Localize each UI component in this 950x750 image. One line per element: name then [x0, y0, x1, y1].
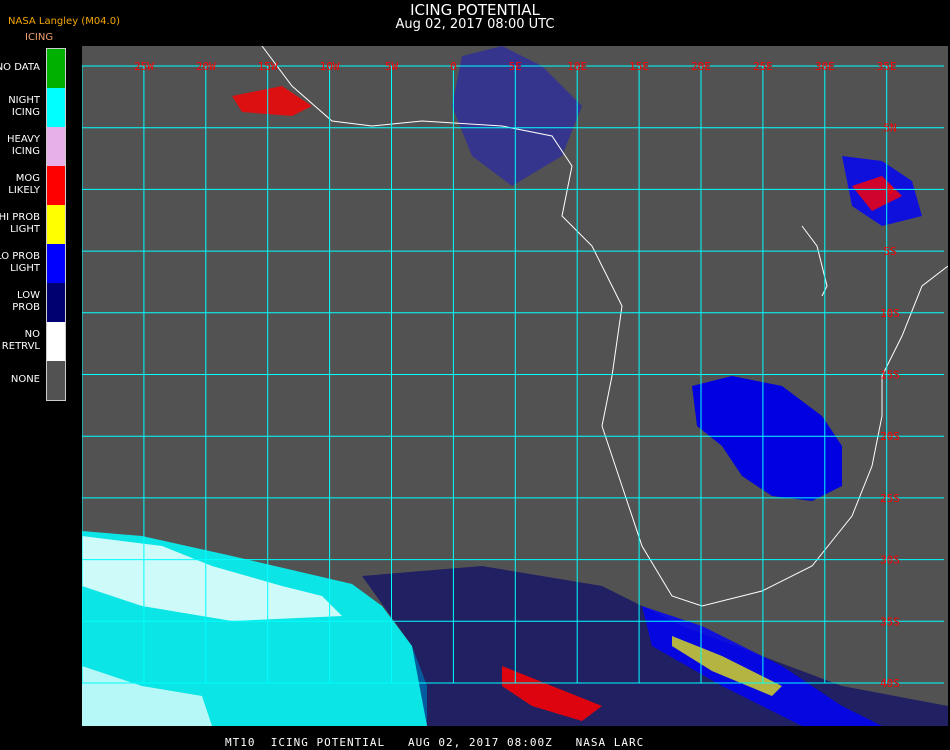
longitude-label: 10E — [567, 60, 587, 73]
legend-swatch — [47, 244, 65, 283]
latitude-label: 35S — [880, 615, 900, 628]
longitude-label: 15E — [629, 60, 649, 73]
footer-caption: MT10 ICING POTENTIAL AUG 02, 2017 08:00Z… — [225, 736, 645, 749]
legend-label: NO RETRVL — [1, 329, 40, 352]
legend-label: NIGHT ICING — [8, 95, 40, 118]
latitude-label: 10S — [880, 307, 900, 320]
legend-label: HI PROB LIGHT — [0, 212, 40, 235]
longitude-label: 35E — [877, 60, 897, 73]
lo-prob-light-region — [692, 376, 842, 501]
organization-label: NASA Langley (M04.0) — [8, 16, 120, 27]
legend-swatch — [47, 166, 65, 205]
legend-swatch — [47, 361, 65, 400]
no-retrieval-region — [82, 536, 342, 621]
legend-swatch — [47, 205, 65, 244]
longitude-label: 25E — [753, 60, 773, 73]
latitude-label: 30S — [880, 554, 900, 567]
legend-swatch — [47, 127, 65, 166]
map-title: ICING POTENTIAL — [410, 1, 540, 19]
map-canvas: 25W 20W 15W 10W 5W 0 5E 10E 15E 20E 25E 30E 35E 5N 0 5S… — [81, 45, 950, 726]
imagery-layer — [82, 45, 949, 726]
lake-outline — [801, 225, 828, 297]
no-retrieval-region — [82, 666, 212, 726]
longitude-label: 5E — [509, 60, 522, 73]
latitude-label: 5N — [883, 122, 896, 135]
lo-prob-light-region — [452, 46, 582, 186]
mog-region — [502, 666, 602, 721]
legend-swatch — [47, 322, 65, 361]
legend-label: NONE — [10, 374, 40, 385]
legend-label: LO PROB LIGHT — [0, 251, 40, 274]
legend-swatch — [47, 88, 65, 127]
legend-label: MOG LIKELY — [8, 173, 40, 196]
lo-prob-light-region — [642, 606, 882, 726]
latitude-label: 20S — [880, 430, 900, 443]
longitude-label: 20E — [691, 60, 711, 73]
latitude-label: 5S — [883, 245, 896, 258]
lat-lon-grid: 25W 20W 15W 10W 5W 0 5E 10E 15E 20E 25E 30E 35E 5N 0 5S… — [81, 60, 950, 690]
longitude-label: 0 — [450, 60, 457, 73]
longitude-label: 15W — [258, 60, 278, 73]
longitude-label: 5W — [385, 60, 399, 73]
legend-colorbar — [46, 48, 66, 401]
mog-region — [232, 86, 312, 116]
longitude-label: 10W — [320, 60, 340, 73]
legend-label: NO DATA — [0, 62, 40, 73]
latitude-label: 0 — [887, 183, 894, 196]
product-label: ICING — [25, 32, 54, 43]
legend-swatch — [47, 283, 65, 322]
latitude-label: 40S — [880, 677, 900, 690]
longitude-label: 30E — [815, 60, 835, 73]
latitude-label: 15S — [880, 369, 900, 382]
legend-label: HEAVY ICING — [7, 134, 40, 157]
coastline — [261, 45, 949, 607]
latitude-label: 25S — [880, 492, 900, 505]
longitude-label: 25W — [134, 60, 154, 73]
hi-prob-light-region — [672, 636, 782, 696]
longitude-label: 20W — [196, 60, 216, 73]
legend-label: LOW PROB — [12, 290, 40, 313]
map-timestamp: Aug 02, 2017 08:00 UTC — [395, 17, 555, 32]
icing-map: 25W 20W 15W 10W 5W 0 5E 10E 15E 20E 25E 30E 35E 5N 0 5S… — [81, 45, 950, 726]
mog-region — [852, 176, 902, 211]
legend-swatch — [47, 49, 65, 88]
